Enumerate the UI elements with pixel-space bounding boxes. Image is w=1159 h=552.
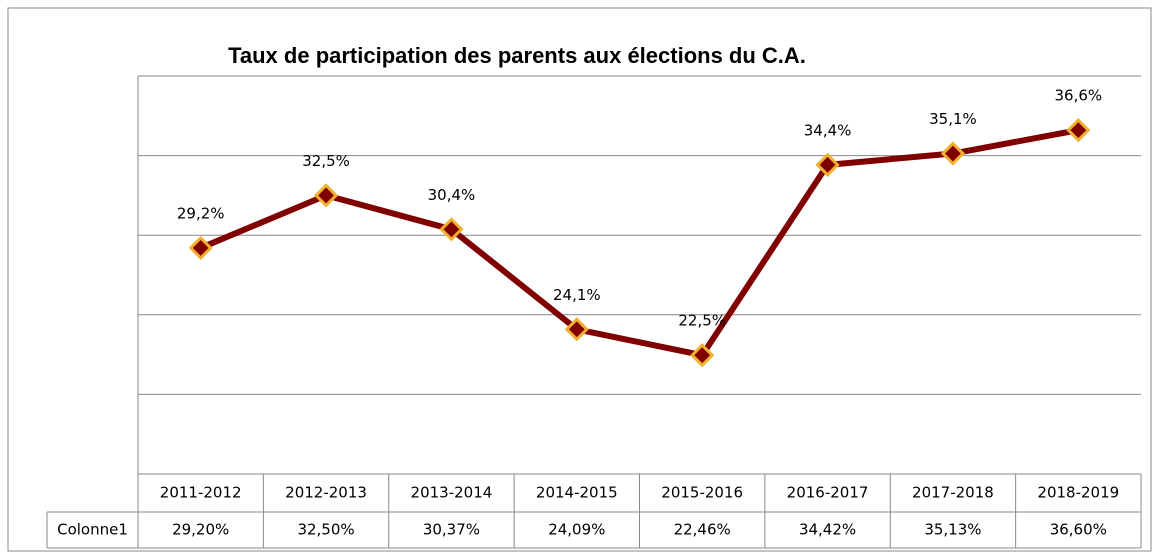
data-label: 36,6%	[1054, 87, 1102, 105]
table-value: 29,20%	[172, 521, 229, 539]
data-label: 24,1%	[553, 286, 601, 304]
x-tick-label: 2013-2014	[411, 484, 493, 502]
marker	[564, 317, 589, 342]
table-value: 22,46%	[674, 521, 731, 539]
table-value: 30,37%	[423, 521, 480, 539]
data-label: 32,5%	[302, 152, 350, 170]
marker	[313, 183, 339, 208]
x-tick-label: 2017-2018	[912, 484, 994, 502]
table-value: 36,60%	[1050, 521, 1107, 539]
line	[199, 127, 1079, 359]
table-value: 34,42%	[799, 521, 856, 539]
data-label: 35,1%	[929, 110, 977, 128]
x-tick-label: 2016-2017	[787, 484, 869, 502]
marker	[940, 141, 966, 166]
chart-title: Taux de participation des parents aux él…	[228, 43, 806, 68]
marker	[1066, 118, 1091, 143]
table-row-label: Colonne1	[57, 521, 128, 539]
data-label: 30,4%	[428, 186, 476, 204]
table-value: 32,50%	[297, 521, 354, 539]
x-tick-label: 2012-2013	[285, 484, 367, 502]
data-label: 34,4%	[804, 121, 852, 139]
marker	[815, 152, 840, 177]
marker	[439, 217, 464, 242]
table-value: 24,09%	[548, 521, 605, 539]
marker	[690, 343, 715, 368]
x-tick-label: 2011-2012	[160, 484, 242, 502]
chart-border	[7, 7, 1152, 552]
x-tick-label: 2015-2016	[661, 484, 743, 502]
table-value: 35,13%	[924, 521, 981, 539]
x-tick-label: 2014-2015	[536, 484, 618, 502]
marker	[188, 235, 213, 261]
data-label: 22,5%	[678, 312, 726, 330]
x-tick-label: 2018-2019	[1037, 484, 1119, 502]
data-label: 29,2%	[177, 204, 225, 222]
